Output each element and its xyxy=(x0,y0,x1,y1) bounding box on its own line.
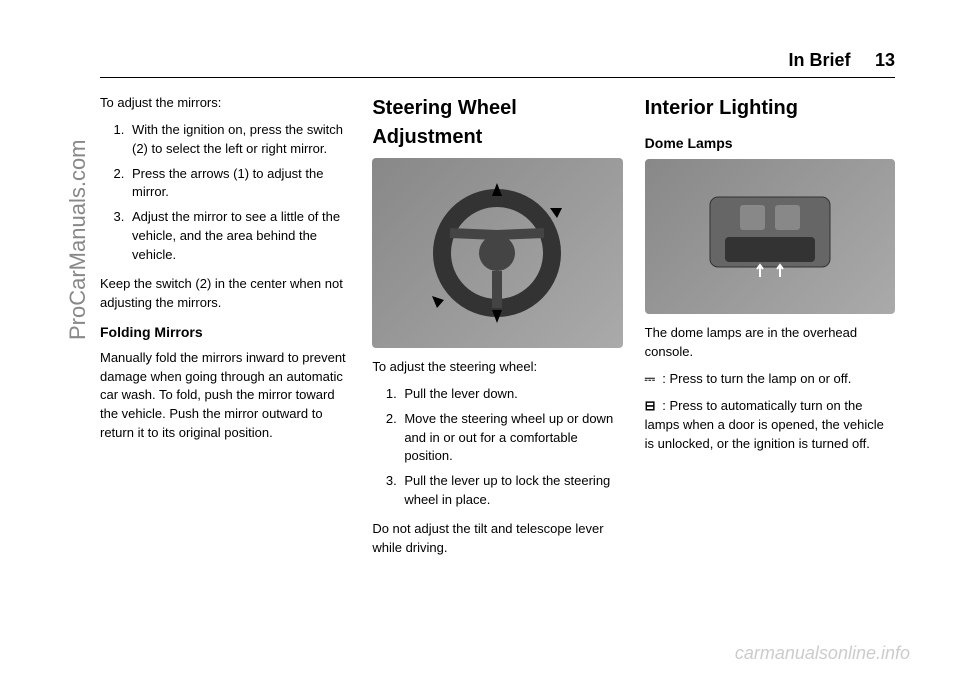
steering-heading: Steering Wheel Adjustment xyxy=(372,94,622,152)
watermark-bottom: carmanualsonline.info xyxy=(735,643,910,664)
mirrors-intro: To adjust the mirrors: xyxy=(100,94,350,113)
steering-wheel-image xyxy=(372,158,622,348)
steering-steps: Pull the lever down. Move the steering w… xyxy=(372,385,622,510)
mirrors-step-3: Adjust the mirror to see a little of the… xyxy=(128,208,350,265)
steering-wheel-icon xyxy=(422,178,572,328)
lamp-on-off-icon: ⎓ xyxy=(645,370,659,389)
lamp-on-off-text: : Press to turn the lamp on or off. xyxy=(659,371,852,386)
dome-body: The dome lamps are in the overhead conso… xyxy=(645,324,895,362)
watermark-left: ProCarManuals.com xyxy=(65,139,91,340)
header-page-number: 13 xyxy=(875,50,895,70)
dome-lamp-icon xyxy=(680,177,860,297)
lamp-auto-icon: ⊟ xyxy=(645,397,659,416)
header-section: In Brief xyxy=(789,50,851,70)
steering-step-3: Pull the lever up to lock the steering w… xyxy=(400,472,622,510)
steering-step-2: Move the steering wheel up or down and i… xyxy=(400,410,622,467)
folding-mirrors-heading: Folding Mirrors xyxy=(100,322,350,342)
interior-lighting-heading: Interior Lighting xyxy=(645,94,895,123)
mirrors-steps: With the ignition on, press the switch (… xyxy=(100,121,350,265)
page-header: In Brief 13 xyxy=(100,50,895,78)
dome-lamp-image xyxy=(645,159,895,314)
page-content: In Brief 13 To adjust the mirrors: With … xyxy=(100,50,895,670)
mirrors-step-1: With the ignition on, press the switch (… xyxy=(128,121,350,159)
column-2: Steering Wheel Adjustment To adjust the … xyxy=(372,94,622,566)
column-1: To adjust the mirrors: With the ignition… xyxy=(100,94,350,566)
mirrors-step-2: Press the arrows (1) to adjust the mirro… xyxy=(128,165,350,203)
dome-icon-2-row: ⊟ : Press to automatically turn on the l… xyxy=(645,397,895,454)
content-columns: To adjust the mirrors: With the ignition… xyxy=(100,94,895,566)
lamp-auto-text: : Press to automatically turn on the lam… xyxy=(645,398,884,451)
dome-lamps-heading: Dome Lamps xyxy=(645,133,895,153)
steering-note: Do not adjust the tilt and telescope lev… xyxy=(372,520,622,558)
steering-intro: To adjust the steering wheel: xyxy=(372,358,622,377)
column-3: Interior Lighting Dome Lamps The dome la… xyxy=(645,94,895,566)
dome-icon-1-row: ⎓ : Press to turn the lamp on or off. xyxy=(645,370,895,389)
steering-step-1: Pull the lever down. xyxy=(400,385,622,404)
folding-mirrors-body: Manually fold the mirrors inward to prev… xyxy=(100,349,350,443)
mirrors-keep-note: Keep the switch (2) in the center when n… xyxy=(100,275,350,313)
